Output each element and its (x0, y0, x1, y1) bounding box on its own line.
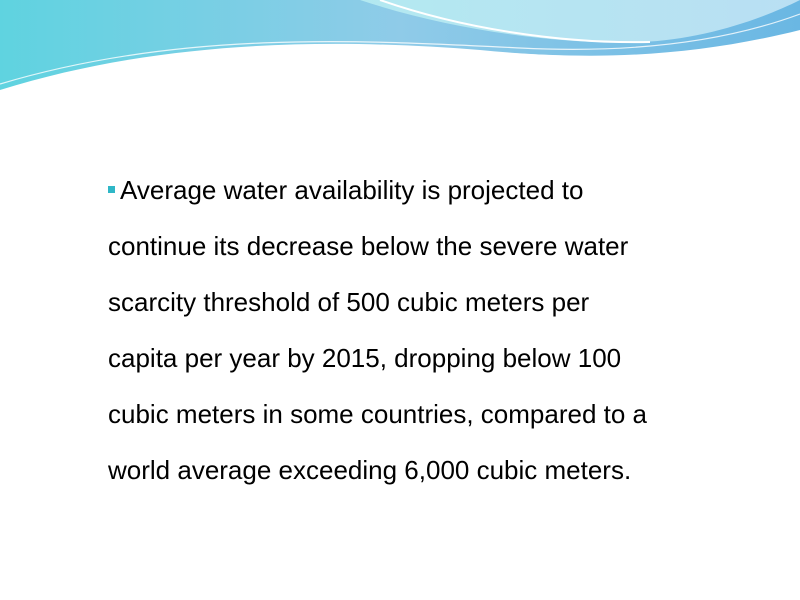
header-waves (0, 0, 800, 94)
bullet-body: Average water availability is projected … (108, 162, 788, 498)
bullet-text: scarcity threshold of 500 cubic meters p… (108, 287, 590, 317)
bullet-line: continue its decrease below the severe w… (108, 218, 788, 274)
bullet-text: continue its decrease below the severe w… (108, 231, 629, 261)
bullet-marker (108, 186, 115, 193)
bullet-text: world average exceeding 6,000 cubic mete… (108, 455, 632, 485)
bullet-line: world average exceeding 6,000 cubic mete… (108, 442, 788, 498)
bullet-line: Average water availability is projected … (108, 162, 788, 218)
bullet-line: capita per year by 2015, dropping below … (108, 330, 788, 386)
bullet-line: cubic meters in some countries, compared… (108, 386, 788, 442)
bullet-line: scarcity threshold of 500 cubic meters p… (108, 274, 788, 330)
bullet-text: cubic meters in some countries, compared… (108, 399, 648, 429)
bullet-text: Average water availability is projected … (120, 175, 584, 205)
bullet-text: capita per year by 2015, dropping below … (108, 343, 622, 373)
